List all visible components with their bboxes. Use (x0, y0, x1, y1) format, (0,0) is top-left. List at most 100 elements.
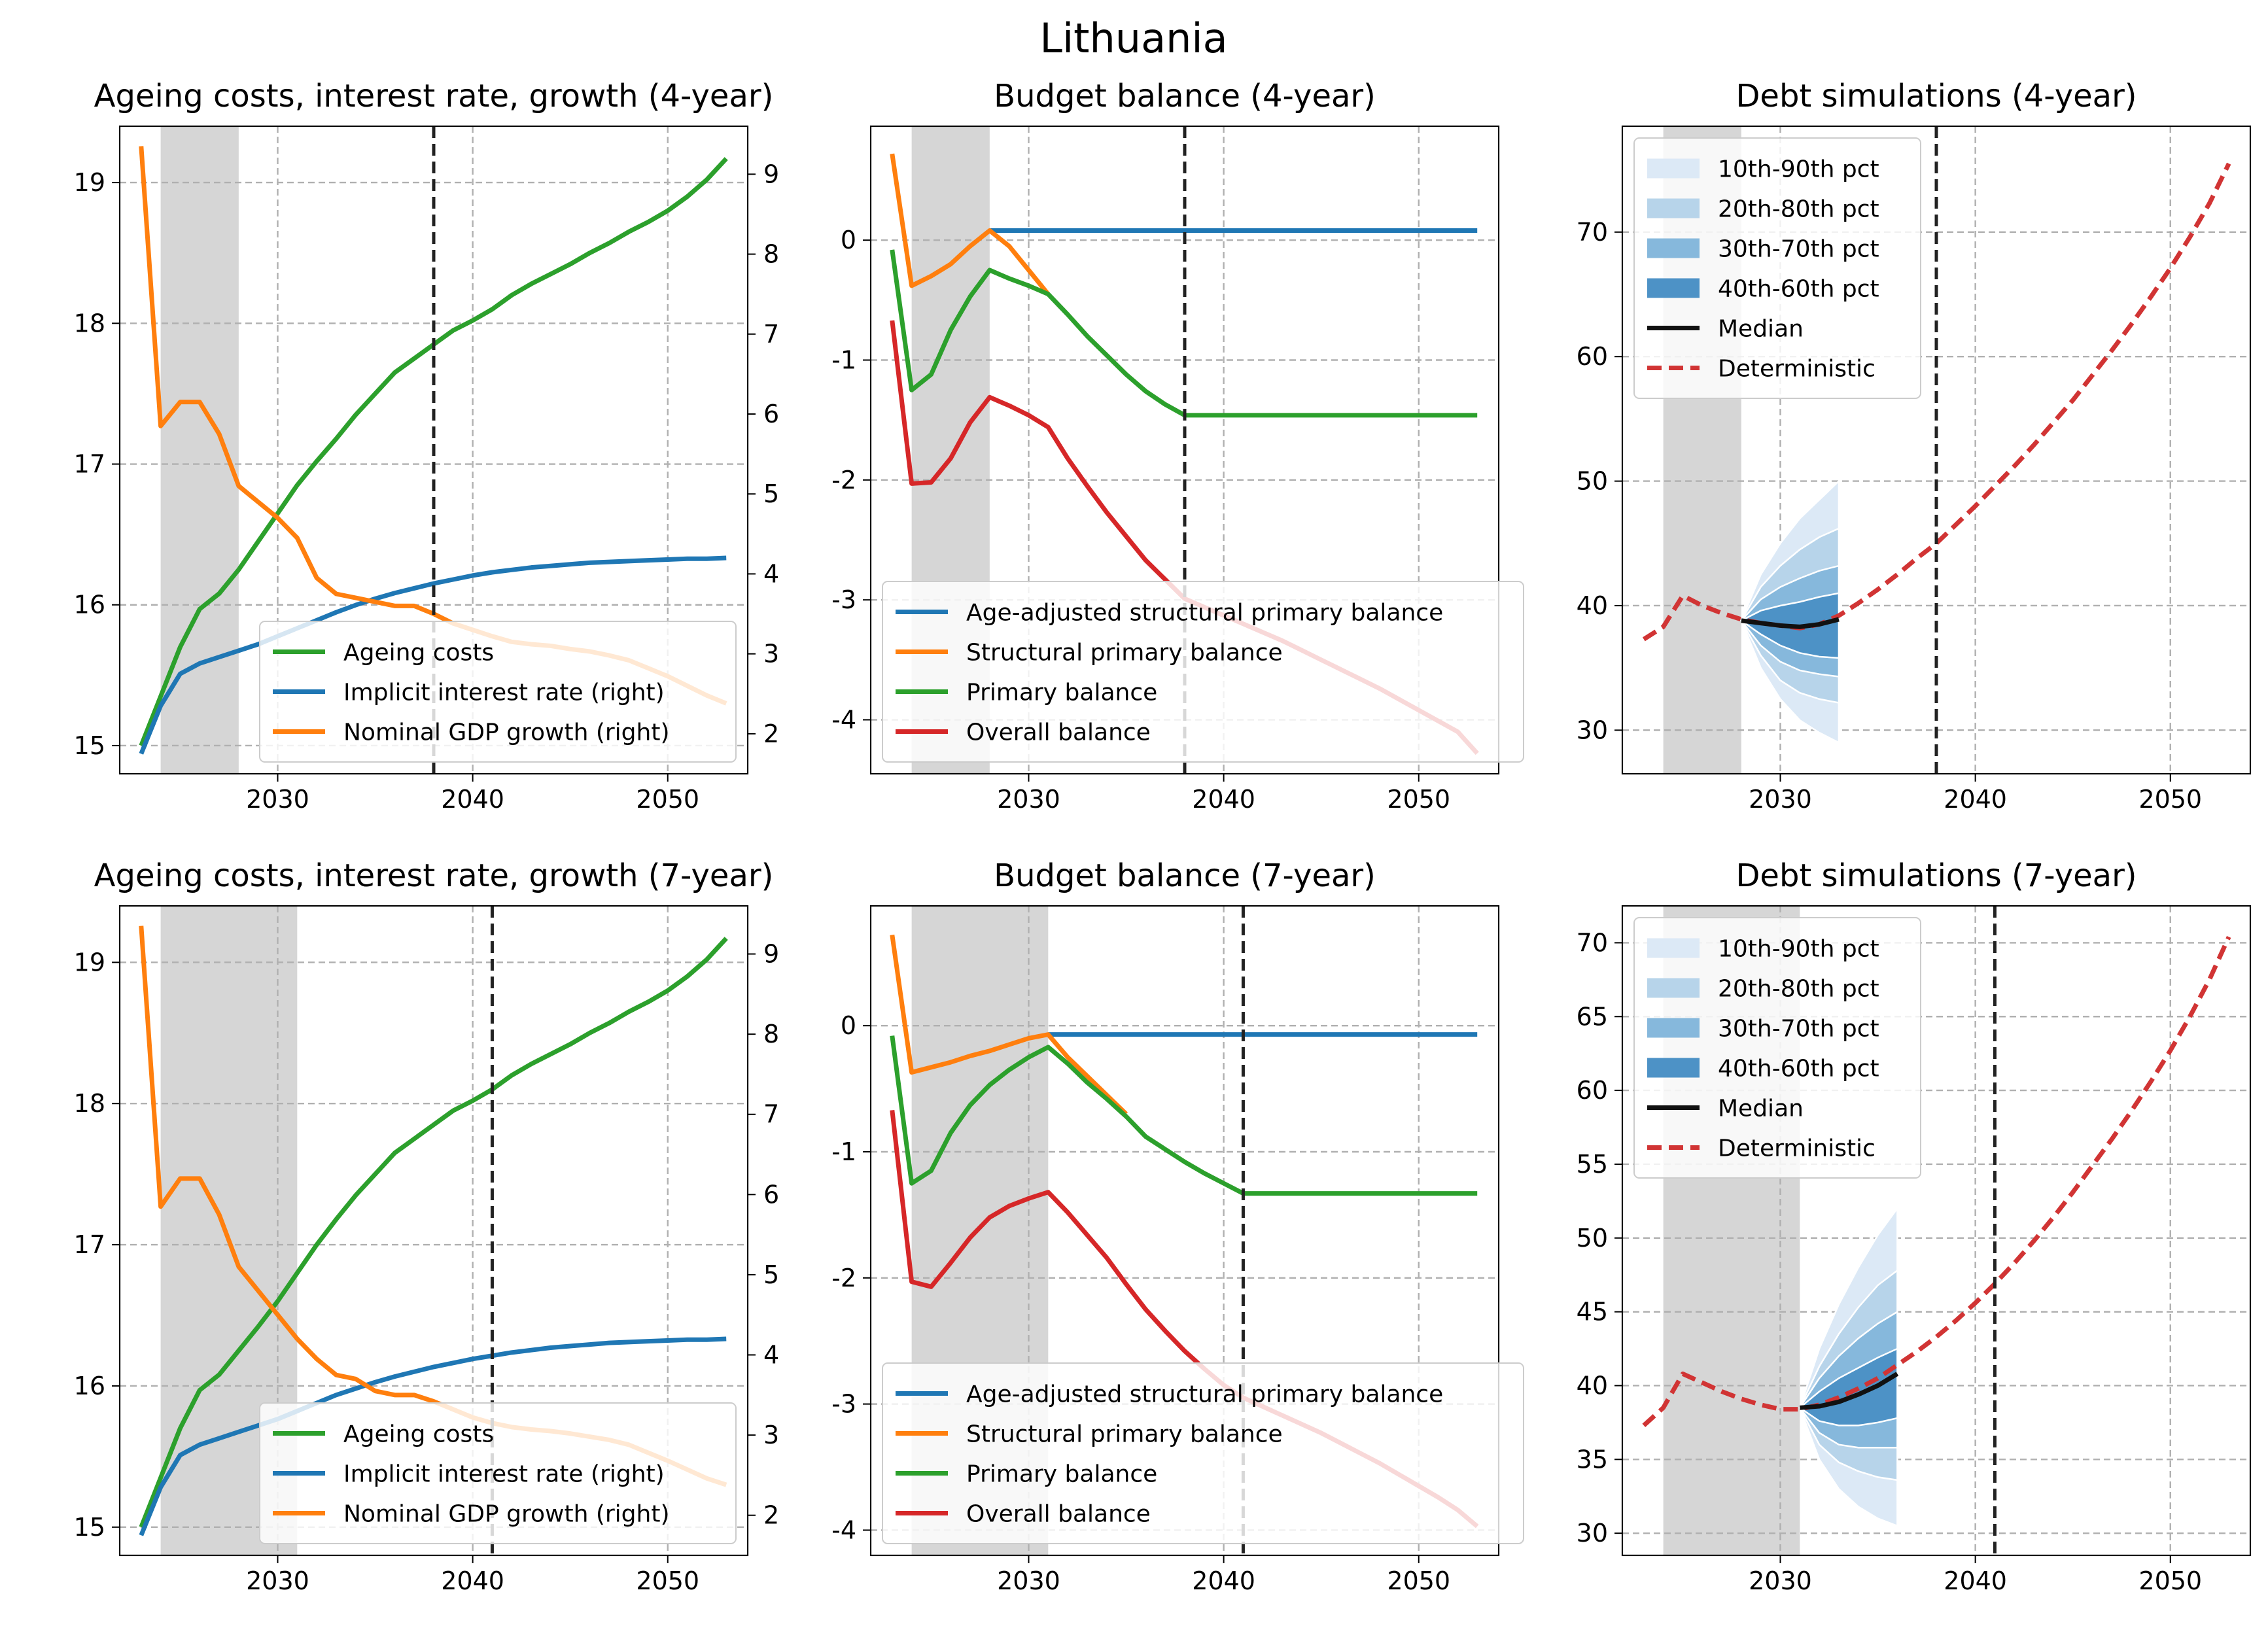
y-tick-label: 55 (1577, 1150, 1608, 1179)
x-tick-label: 2030 (1749, 785, 1812, 814)
panel-title: Budget balance (7-year) (994, 857, 1376, 894)
y2-tick-label: 2 (763, 1501, 779, 1530)
legend-label: 40th-60th pct (1718, 1056, 1879, 1082)
y-tick-label: 30 (1577, 716, 1608, 744)
x-tick-label: 2050 (1387, 785, 1450, 814)
series-line (890, 1035, 1478, 1196)
panel-p1: Ageing costs, interest rate, growth (4-y… (74, 78, 780, 814)
y-tick-label: -2 (831, 466, 856, 494)
y-tick-label: 16 (74, 591, 105, 619)
legend-box (1633, 917, 1921, 1179)
x-tick-label: 2030 (997, 785, 1060, 814)
x-tick-label: 2050 (636, 1566, 699, 1595)
y2-tick-label: 5 (763, 479, 779, 508)
series-line (1741, 617, 1840, 629)
panel-title: Ageing costs, interest rate, growth (4-y… (94, 78, 774, 114)
legend-swatch (1647, 238, 1700, 258)
y-tick-label: 0 (841, 1011, 856, 1040)
y-tick-label: 70 (1577, 928, 1608, 957)
series-line (1800, 1372, 1899, 1410)
legend-swatch (1647, 158, 1700, 179)
axes-frame (869, 905, 1500, 1557)
y-tick-label: 50 (1577, 1224, 1608, 1253)
legend: 10th-90th pct 20th-80th pct 30th-70th pct 4… (1633, 917, 1921, 1179)
legend-label: Primary balance (966, 680, 1157, 706)
y-tick-label: 19 (74, 168, 105, 197)
legend-label: 20th-80th pct (1718, 196, 1879, 223)
x-tick-label: 2040 (441, 1566, 504, 1595)
y2-tick-label: 8 (763, 240, 779, 269)
y-tick-label: 19 (74, 948, 105, 977)
panel-p5: Budget balance (7-year) 2030 2040 2050 0 -1 -2… (831, 857, 1524, 1595)
y-tick-label: 0 (841, 226, 856, 254)
y-tick-label: 40 (1577, 1371, 1608, 1400)
legend-label: Median (1718, 316, 1804, 343)
legend-label: Structural primary balance (966, 640, 1283, 666)
y2-tick-label: 6 (763, 400, 779, 428)
axes-frame (118, 125, 749, 775)
x-tick-label: 2050 (1387, 1566, 1450, 1595)
legend-label: 30th-70th pct (1718, 236, 1879, 263)
figure-suptitle: Lithuania (1039, 14, 1227, 62)
legend-label: 20th-80th pct (1718, 976, 1879, 1003)
x-tick-label: 2030 (246, 1566, 309, 1595)
legend-label: Age-adjusted structural primary balance (966, 600, 1443, 627)
series-line (139, 1336, 727, 1536)
panel-p2: Budget balance (4-year) 2030 2040 2050 0 -1 -2… (831, 78, 1524, 814)
y2-tick-label: 7 (763, 320, 779, 349)
y-tick-label: 15 (74, 731, 105, 760)
legend-box (259, 621, 737, 763)
panel-title: Ageing costs, interest rate, growth (7-y… (94, 857, 774, 894)
y-tick-label: 45 (1577, 1298, 1608, 1326)
y-tick-label: 60 (1577, 342, 1608, 371)
y2-tick-label: 9 (763, 940, 779, 969)
y-tick-label: 18 (74, 1089, 105, 1118)
legend: Ageing costs Implicit interest rate (righ… (259, 1402, 737, 1544)
panel-title: Debt simulations (7-year) (1736, 857, 2137, 894)
y-tick-label: 65 (1577, 1002, 1608, 1031)
x-tick-label: 2030 (997, 1566, 1060, 1595)
legend-label: Median (1718, 1096, 1804, 1122)
x-tick-label: 2030 (1749, 1566, 1812, 1595)
y2-tick-label: 6 (763, 1180, 779, 1209)
y2-tick-label: 8 (763, 1020, 779, 1048)
y-tick-label: 18 (74, 309, 105, 337)
legend: Ageing costs Implicit interest rate (righ… (259, 621, 737, 763)
y2-tick-label: 9 (763, 160, 779, 188)
legend-label: Nominal GDP growth (right) (343, 719, 670, 746)
legend-label: Implicit interest rate (right) (343, 1461, 665, 1488)
axes-frame (1621, 125, 2252, 775)
y-tick-label: 15 (74, 1513, 105, 1542)
y-tick-label: -3 (831, 585, 856, 614)
legend-label: Deterministic (1718, 356, 1875, 383)
panel-p3: Debt simulations (4-year) 2030 2040 2050 30 4… (1577, 78, 2252, 814)
x-tick-label: 2040 (1192, 785, 1255, 814)
legend-label: Overall balance (966, 1501, 1151, 1528)
panel-p4: Ageing costs, interest rate, growth (7-y… (74, 857, 780, 1595)
legend-label: 10th-90th pct (1718, 936, 1879, 963)
x-tick-label: 2050 (636, 785, 699, 814)
y-tick-label: 16 (74, 1372, 105, 1400)
panel-p6: Debt simulations (7-year) 2030 2040 2050 30 3… (1577, 857, 2252, 1595)
y-tick-label: -2 (831, 1264, 856, 1292)
y-tick-label: 35 (1577, 1445, 1608, 1474)
legend-label: Overall balance (966, 719, 1151, 746)
y-tick-label: 50 (1577, 467, 1608, 496)
x-tick-label: 2040 (1944, 785, 2007, 814)
series-line (890, 153, 1051, 296)
legend-swatch (1647, 198, 1700, 218)
panel-title: Debt simulations (4-year) (1736, 78, 2137, 114)
y-tick-label: -4 (831, 706, 856, 735)
legend-box (259, 1402, 737, 1544)
legend-box (882, 581, 1524, 763)
legend-label: Nominal GDP growth (right) (343, 1501, 670, 1528)
legend-swatch (1647, 978, 1700, 998)
y2-tick-label: 2 (763, 719, 779, 748)
series-line (890, 934, 1128, 1116)
panel-title: Budget balance (4-year) (994, 78, 1376, 114)
y-tick-label: 30 (1577, 1519, 1608, 1548)
series-line (139, 937, 728, 1529)
series-line (139, 555, 727, 755)
y2-tick-label: 4 (763, 559, 779, 588)
